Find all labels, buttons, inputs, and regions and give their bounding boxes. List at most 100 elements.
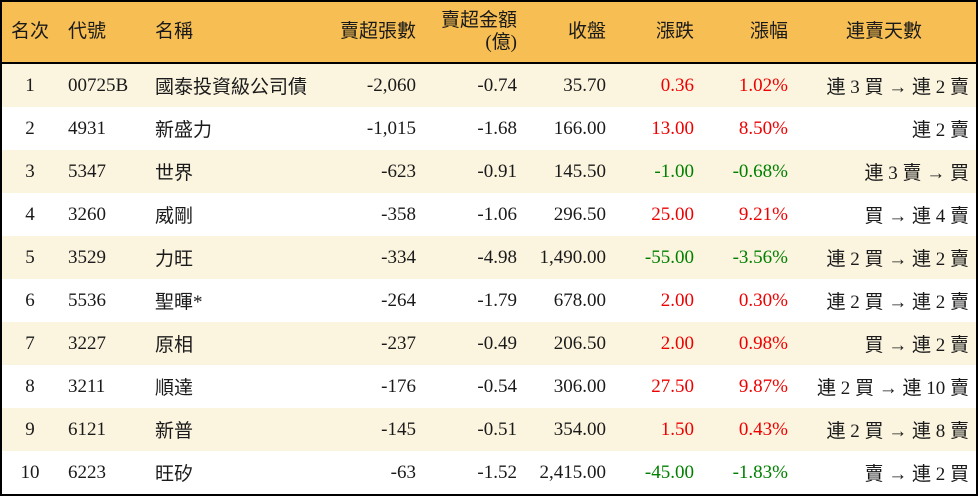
cell-change-pct: 0.98% (738, 332, 788, 354)
cell-rank: 7 (25, 332, 35, 354)
cell-sell-volume: -334 (381, 246, 416, 268)
cell-close: 354.00 (553, 418, 606, 440)
cell-sell-amount: -0.74 (477, 74, 517, 96)
cell-sell-amount: -4.98 (477, 246, 517, 268)
cell-rank: 9 (25, 418, 35, 440)
cell-code: 3260 (68, 203, 106, 225)
cell-name: 力旺 (155, 249, 194, 270)
cell-sell-volume: -63 (390, 461, 416, 483)
cell-name: 國泰投資級公司債 (155, 77, 308, 98)
cell-rank: 4 (25, 203, 35, 225)
cell-rank: 2 (25, 117, 35, 139)
cell-streak: 連 2 買 → 連 10 賣 (816, 378, 969, 399)
header-close: 收盤 (520, 2, 610, 64)
cell-change: -45.00 (644, 461, 694, 483)
cell-rank: 10 (20, 461, 40, 483)
cell-change: -1.00 (654, 160, 694, 182)
cell-sell-amount: -1.06 (477, 203, 517, 225)
table-row: 6 5536 聖暉* -264 -1.79 678.00 2.00 0.30% 連 2 買 → … (2, 279, 976, 322)
cell-code: 3211 (68, 375, 106, 397)
header-sell-amount: 賣超金額 (億) (420, 2, 520, 64)
cell-name: 聖暉* (155, 292, 203, 313)
cell-sell-amount: -0.49 (477, 332, 517, 354)
cell-close: 2,415.00 (539, 461, 607, 483)
header-name: 名稱 (150, 2, 314, 64)
cell-code: 00725B (68, 74, 129, 96)
cell-streak: 連 3 買 → 連 2 賣 (826, 77, 969, 98)
cell-streak: 連 3 賣 → 買 (864, 163, 969, 184)
cell-streak: 連 2 買 → 連 8 賣 (826, 421, 969, 442)
cell-streak: 買 → 連 4 賣 (864, 206, 969, 227)
cell-change: 13.00 (651, 117, 694, 139)
cell-change: 0.36 (660, 74, 694, 96)
cell-change-pct: 0.30% (738, 289, 788, 311)
cell-name: 世界 (155, 163, 194, 184)
header-rank: 名次 (2, 2, 58, 64)
header-change: 漲跌 (610, 2, 698, 64)
cell-name: 新普 (155, 421, 194, 442)
cell-sell-volume: -264 (381, 289, 416, 311)
cell-streak: 連 2 賣 (911, 120, 969, 141)
cell-close: 206.50 (553, 332, 606, 354)
cell-name: 新盛力 (155, 120, 213, 141)
cell-change: 2.00 (660, 332, 694, 354)
table-row: 1 00725B 國泰投資級公司債 -2,060 -0.74 35.70 0.36 1.02%… (2, 63, 976, 107)
cell-rank: 3 (25, 160, 35, 182)
cell-change: 2.00 (660, 289, 694, 311)
table-row: 2 4931 新盛力 -1,015 -1.68 166.00 13.00 8.50% 連 2 賣 (2, 107, 976, 150)
header-streak: 連賣天數 (792, 2, 976, 64)
header-sell-volume: 賣超張數 (314, 2, 420, 64)
table-row: 9 6121 新普 -145 -0.51 354.00 1.50 0.43% 連 2 買 → 連… (2, 408, 976, 451)
cell-rank: 5 (25, 246, 35, 268)
header-row: 名次 代號 名稱 賣超張數 賣超金額 (億) 收盤 漲跌 漲幅 連賣天數 (2, 2, 976, 64)
cell-change: -55.00 (644, 246, 694, 268)
cell-change: 1.50 (660, 418, 694, 440)
cell-close: 296.50 (553, 203, 606, 225)
header-change-pct: 漲幅 (698, 2, 792, 64)
cell-rank: 6 (25, 289, 35, 311)
cell-change: 27.50 (651, 375, 694, 397)
cell-sell-volume: -358 (381, 203, 416, 225)
cell-change: 25.00 (651, 203, 694, 225)
header-sell-amount-line1: 賣超金額 (440, 10, 517, 32)
cell-sell-amount: -1.52 (477, 461, 517, 483)
table-row: 5 3529 力旺 -334 -4.98 1,490.00 -55.00 -3.56% 連 2 … (2, 236, 976, 279)
cell-sell-volume: -237 (381, 332, 416, 354)
cell-sell-amount: -0.91 (477, 160, 517, 182)
cell-sell-volume: -145 (381, 418, 416, 440)
cell-sell-volume: -2,060 (366, 74, 416, 96)
cell-name: 威剛 (155, 206, 194, 227)
cell-change-pct: 0.43% (738, 418, 788, 440)
cell-sell-volume: -623 (381, 160, 416, 182)
cell-change-pct: 9.87% (738, 375, 788, 397)
cell-close: 678.00 (553, 289, 606, 311)
cell-rank: 8 (25, 375, 35, 397)
cell-code: 5536 (68, 289, 106, 311)
cell-sell-amount: -1.79 (477, 289, 517, 311)
table-row: 7 3227 原相 -237 -0.49 206.50 2.00 0.98% 買 → 連 2 賣 (2, 322, 976, 365)
cell-change-pct: 8.50% (738, 117, 788, 139)
cell-close: 166.00 (553, 117, 606, 139)
header-code: 代號 (58, 2, 150, 64)
cell-name: 順達 (155, 378, 194, 399)
table-row: 8 3211 順達 -176 -0.54 306.00 27.50 9.87% 連 2 買 → … (2, 365, 976, 408)
cell-sell-volume: -1,015 (366, 117, 416, 139)
table-body: 1 00725B 國泰投資級公司債 -2,060 -0.74 35.70 0.36 1.02%… (2, 63, 976, 494)
cell-change-pct: 1.02% (738, 74, 788, 96)
cell-streak: 賣 → 連 2 買 (864, 464, 969, 485)
cell-sell-amount: -0.51 (477, 418, 517, 440)
table-header: 名次 代號 名稱 賣超張數 賣超金額 (億) 收盤 漲跌 漲幅 連賣天數 (2, 2, 976, 64)
table-row: 3 5347 世界 -623 -0.91 145.50 -1.00 -0.68% 連 3 賣 →… (2, 150, 976, 193)
cell-name: 原相 (155, 335, 194, 356)
cell-code: 3529 (68, 246, 106, 268)
cell-change-pct: -3.56% (732, 246, 788, 268)
table-row: 10 6223 旺矽 -63 -1.52 2,415.00 -45.00 -1.83% 賣 → … (2, 451, 976, 494)
cell-sell-amount: -1.68 (477, 117, 517, 139)
cell-sell-volume: -176 (381, 375, 416, 397)
cell-close: 35.70 (563, 74, 606, 96)
table-row: 4 3260 威剛 -358 -1.06 296.50 25.00 9.21% 買 → 連 4 … (2, 193, 976, 236)
cell-sell-amount: -0.54 (477, 375, 517, 397)
cell-code: 6121 (68, 418, 106, 440)
